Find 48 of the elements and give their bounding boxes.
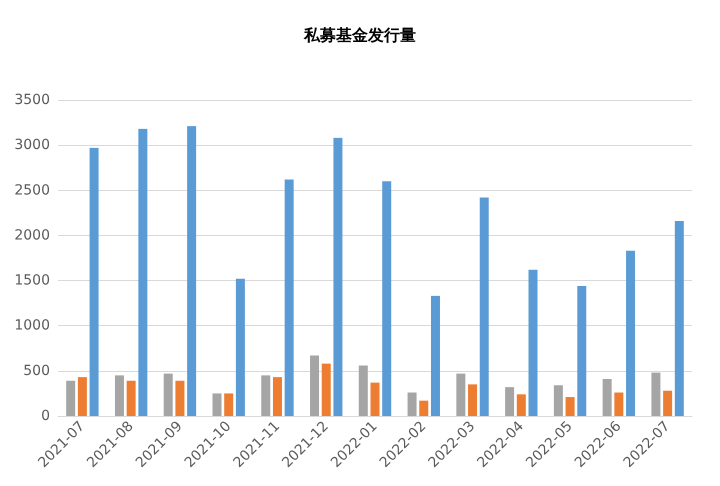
bar [126, 380, 136, 416]
bar [651, 372, 660, 416]
bar [505, 387, 514, 416]
bar [419, 400, 428, 416]
bar [602, 378, 612, 416]
bar [310, 356, 320, 416]
bar [408, 392, 417, 416]
bar [456, 374, 466, 416]
y-tick-label: 500 [23, 362, 50, 379]
bar [212, 393, 222, 416]
bar [272, 377, 282, 416]
bar [480, 198, 489, 416]
bar [333, 138, 342, 416]
bar [138, 128, 148, 416]
bar [322, 364, 331, 416]
bar [674, 220, 684, 416]
bar [468, 384, 478, 416]
bar [224, 393, 234, 416]
bar [430, 296, 440, 416]
y-tick-label: 2000 [14, 227, 50, 244]
bar [554, 385, 563, 416]
bar [358, 365, 368, 416]
bar [516, 394, 526, 416]
bar [284, 179, 294, 416]
bar [78, 377, 87, 416]
bar [90, 148, 99, 416]
bar [663, 390, 672, 416]
bar [577, 286, 586, 416]
bar [114, 375, 124, 416]
y-tick-label: 0 [41, 408, 50, 424]
bar [370, 382, 380, 416]
bar [164, 374, 173, 416]
bar [382, 181, 392, 416]
bar [626, 250, 636, 416]
y-tick-label: 2500 [14, 182, 50, 198]
y-tick-label: 3000 [14, 137, 50, 154]
bar [528, 270, 538, 416]
bar [566, 397, 575, 416]
bar [66, 380, 76, 416]
bar [261, 375, 270, 416]
bar [187, 126, 196, 416]
chart-title: 私募基金发行量 [303, 26, 416, 44]
y-tick-label: 1500 [14, 272, 50, 289]
bar [236, 278, 245, 416]
y-tick-label: 1000 [14, 318, 50, 334]
bar [614, 392, 624, 416]
bar [175, 380, 184, 416]
y-tick-label: 3500 [14, 92, 50, 108]
